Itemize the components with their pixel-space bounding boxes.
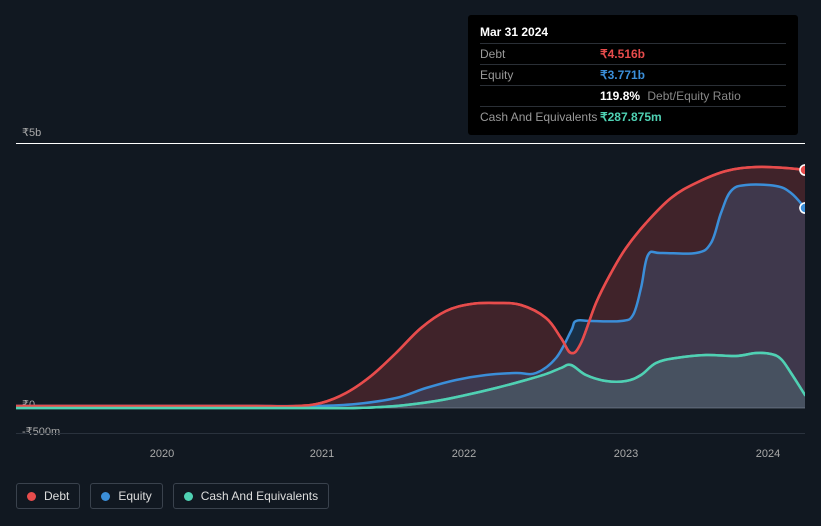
tooltip-row-value: ₹287.875m bbox=[600, 108, 662, 126]
tooltip-row-label: Debt bbox=[480, 45, 600, 63]
x-axis-tick: 2021 bbox=[310, 448, 334, 460]
legend-swatch-icon bbox=[101, 492, 110, 501]
legend-item[interactable]: Equity bbox=[90, 483, 162, 509]
legend-swatch-icon bbox=[184, 492, 193, 501]
legend-swatch-icon bbox=[27, 492, 36, 501]
tooltip-row-label: Cash And Equivalents bbox=[480, 108, 600, 126]
legend-item-label: Debt bbox=[44, 489, 69, 503]
x-axis-tick: 2022 bbox=[452, 448, 476, 460]
x-axis-tick: 2024 bbox=[756, 448, 780, 460]
tooltip-row: Debt₹4.516b bbox=[480, 43, 786, 64]
legend-item[interactable]: Debt bbox=[16, 483, 80, 509]
tooltip-row-value: ₹3.771b bbox=[600, 66, 645, 84]
tooltip-date: Mar 31 2024 bbox=[480, 23, 786, 41]
tooltip-row-value: 119.8% Debt/Equity Ratio bbox=[600, 87, 741, 105]
legend-item-label: Equity bbox=[118, 489, 151, 503]
tooltip-row-extra: Debt/Equity Ratio bbox=[644, 89, 741, 103]
tooltip-row-label bbox=[480, 87, 600, 105]
chart-legend: Debt Equity Cash And Equivalents bbox=[16, 483, 329, 509]
x-axis-tick: 2023 bbox=[614, 448, 638, 460]
tooltip-row: Equity₹3.771b bbox=[480, 64, 786, 85]
legend-item-label: Cash And Equivalents bbox=[201, 489, 318, 503]
tooltip-row-value: ₹4.516b bbox=[600, 45, 645, 63]
tooltip-row-label: Equity bbox=[480, 66, 600, 84]
x-axis-tick: 2020 bbox=[150, 448, 174, 460]
legend-item[interactable]: Cash And Equivalents bbox=[173, 483, 329, 509]
y-axis-label-top: ₹5b bbox=[22, 126, 41, 139]
chart-tooltip: Mar 31 2024 Debt₹4.516bEquity₹3.771b119.… bbox=[468, 15, 798, 135]
debt-equity-chart bbox=[16, 143, 805, 434]
tooltip-row: 119.8% Debt/Equity Ratio bbox=[480, 85, 786, 106]
tooltip-row: Cash And Equivalents₹287.875m bbox=[480, 106, 786, 127]
